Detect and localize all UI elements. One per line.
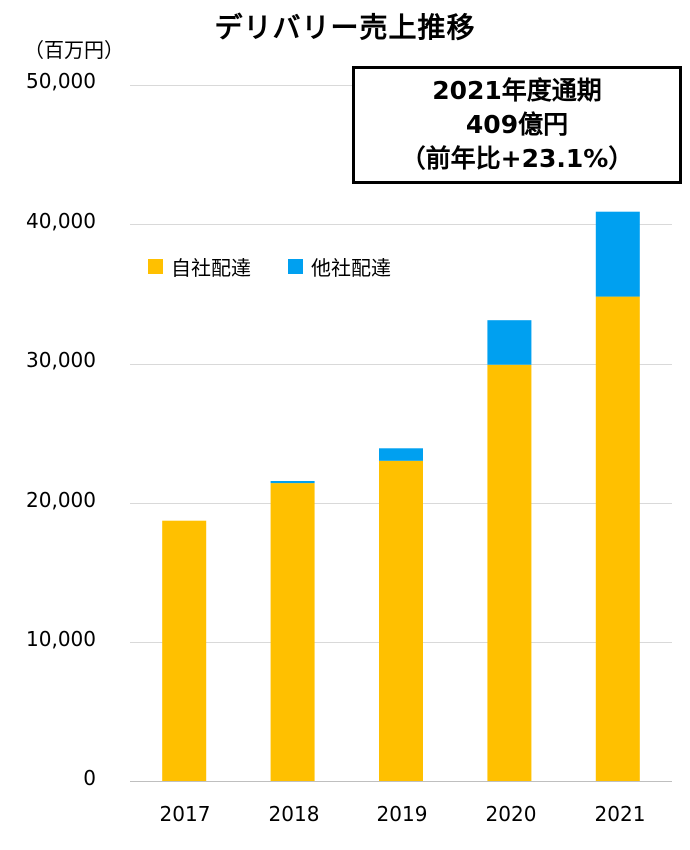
x-tick-label: 2021 — [594, 802, 646, 826]
bar-other-delivery — [270, 481, 315, 484]
y-tick-label: 50,000 — [26, 69, 96, 93]
bar-other-delivery — [379, 448, 423, 461]
annotation-line: 2021年度通期 — [432, 76, 602, 105]
legend-swatch-own — [148, 259, 163, 274]
x-tick-label: 2017 — [159, 802, 211, 826]
y-tick-label: 0 — [83, 766, 96, 790]
y-tick-label: 30,000 — [26, 348, 96, 372]
bar-other-delivery — [487, 320, 532, 365]
annotation-line: （前年比+23.1%） — [400, 144, 634, 173]
legend-swatch-other — [288, 259, 303, 274]
annotation-box: 2021年度通期 409億円 （前年比+23.1%） — [352, 66, 682, 184]
bar-own-delivery — [162, 520, 207, 781]
chart-title: デリバリー売上推移 — [214, 11, 476, 44]
x-tick-label: 2018 — [268, 802, 320, 826]
legend-item-other-delivery: 他社配達 — [288, 252, 391, 281]
bar-own-delivery — [379, 460, 423, 781]
y-tick-label: 40,000 — [26, 209, 96, 233]
gridline — [130, 364, 672, 365]
bar-own-delivery — [487, 364, 532, 781]
y-tick-label: 10,000 — [26, 627, 96, 651]
bar-own-delivery — [595, 296, 640, 781]
x-tick-label: 2020 — [485, 802, 537, 826]
bar-own-delivery — [270, 483, 315, 781]
x-axis-baseline — [130, 781, 672, 782]
bar-other-delivery — [595, 211, 640, 297]
y-axis-unit-label: （百万円） — [24, 38, 124, 62]
annotation-line: 409億円 — [465, 110, 569, 139]
legend-item-own-delivery: 自社配達 — [148, 252, 251, 281]
x-tick-label: 2019 — [376, 802, 428, 826]
legend-label: 他社配達 — [311, 256, 391, 280]
legend-label: 自社配達 — [171, 256, 251, 280]
y-tick-label: 20,000 — [26, 488, 96, 512]
gridline — [130, 224, 672, 225]
